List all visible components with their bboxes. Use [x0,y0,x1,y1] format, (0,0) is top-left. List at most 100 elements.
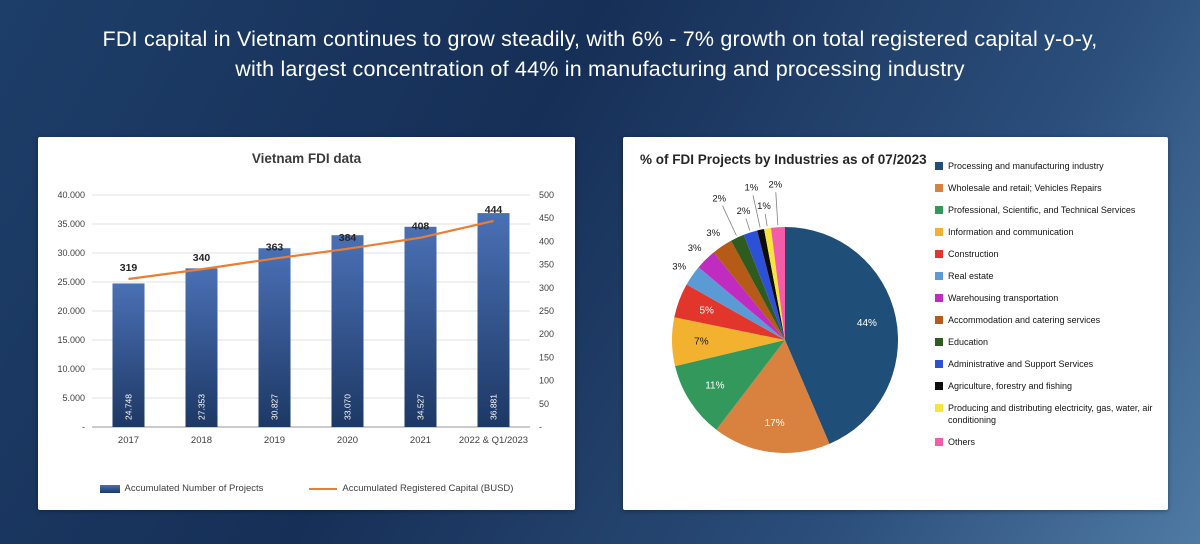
svg-text:350: 350 [539,260,554,270]
pie-legend-swatch [935,184,943,192]
svg-text:250: 250 [539,306,554,316]
pie-legend-label: Information and communication [948,227,1074,237]
svg-text:300: 300 [539,283,554,293]
svg-text:27.353: 27.353 [197,394,207,420]
pie-legend-label: Construction [948,249,999,259]
svg-text:-: - [539,422,542,432]
svg-text:30.000: 30.000 [57,248,85,258]
pie-legend-swatch [935,294,943,302]
pie-legend-swatch [935,404,943,412]
pie-legend-item: Education [935,337,1167,349]
svg-text:2%: 2% [768,179,782,190]
pie-legend-swatch [935,360,943,368]
pie-legend-label: Others [948,436,976,447]
slide-title-line2: with largest concentration of 44% in man… [235,57,965,81]
svg-text:400: 400 [539,236,554,246]
svg-text:3%: 3% [688,243,702,254]
bar-series-swatch [99,484,120,493]
svg-text:2021: 2021 [410,435,431,446]
pie-legend-swatch [935,437,943,446]
pie-chart-title: % of FDI Projects by Industries as of 07… [640,152,927,167]
svg-text:5.000: 5.000 [62,393,85,403]
bar-series-label: Accumulated Number of Projects [124,483,264,494]
combo-chart: 40.000 35.000 30.000 25.000 20.000 15.000 10.0… [57,190,554,446]
svg-text:444: 444 [485,204,503,216]
pie-legend-item: Real estate [935,271,1167,283]
svg-text:30.827: 30.827 [270,394,280,420]
pie-chart-legend: Processing and manufacturing industry Who… [935,161,1167,448]
svg-text:450: 450 [539,213,554,223]
svg-text:33.070: 33.070 [343,394,353,420]
pie-chart: 44%17%11%7%5%3%3%3%2%2%1%1%2% [671,179,899,454]
svg-text:2020: 2020 [337,435,358,446]
legend-item-capital: Accumulated Registered Capital (BUSD) [309,483,513,494]
pie-legend-swatch [935,250,943,258]
svg-text:2%: 2% [737,206,751,217]
pie-legend-label: Agriculture, forestry and fishing [948,381,1073,391]
pie-legend-label: Real estate [948,271,994,281]
svg-text:1%: 1% [757,201,771,212]
svg-text:200: 200 [539,329,554,339]
pie-legend-item: Warehousing transportation [935,293,1167,305]
pie-legend-item: Administrative and Support Services [935,359,1167,371]
pie-legend-item: Construction [935,249,1167,261]
svg-text:100: 100 [539,376,554,386]
svg-text:500: 500 [539,190,554,200]
svg-text:20.000: 20.000 [57,306,85,316]
pie-legend-swatch [935,272,943,280]
svg-text:50: 50 [539,399,549,409]
pie-legend-item: Information and communication [935,227,1167,239]
svg-text:11%: 11% [705,381,724,392]
svg-text:408: 408 [412,221,430,233]
svg-text:3%: 3% [672,262,686,273]
pie-chart-card: % of FDI Projects by Industries as of 07… [623,137,1168,510]
svg-text:10.000: 10.000 [57,364,85,374]
slide-title: FDI capital in Vietnam continues to grow… [0,24,1200,84]
svg-text:2022 & Q1/2023: 2022 & Q1/2023 [459,435,528,446]
svg-text:15.000: 15.000 [57,335,85,345]
combo-chart-legend: Accumulated Number of Projects Accumulat… [38,483,575,494]
svg-text:17%: 17% [765,418,785,429]
slide-title-line1: FDI capital in Vietnam continues to grow… [102,27,1098,51]
pie-legend-item: Accommodation and catering services [935,315,1167,327]
legend-item-projects: Accumulated Number of Projects [99,483,264,494]
svg-text:3%: 3% [706,228,720,239]
pie-legend-swatch [935,162,943,170]
pie-legend-swatch [935,382,943,390]
pie-legend-item: Others [935,437,1167,449]
pie-legend-label: Wholesale and retail; Vehicles Repairs [948,183,1102,193]
pie-legend-item: Wholesale and retail; Vehicles Repairs [935,183,1167,195]
svg-text:35.000: 35.000 [57,219,85,229]
pie-legend-swatch [935,228,943,236]
svg-text:2018: 2018 [191,435,212,446]
pie-legend-swatch [935,338,943,346]
pie-legend-label: Producing and distributing electricity, … [948,403,1153,425]
pie-legend-label: Accommodation and catering services [948,315,1101,325]
svg-text:5%: 5% [699,306,714,317]
svg-text:319: 319 [120,262,138,274]
svg-text:2017: 2017 [118,435,139,446]
svg-text:363: 363 [266,242,284,254]
svg-text:384: 384 [339,232,357,244]
line-series-swatch [309,487,338,490]
svg-text:40.000: 40.000 [57,190,85,200]
svg-text:2019: 2019 [264,435,285,446]
pie-legend-swatch [935,316,943,324]
svg-text:-: - [82,422,85,432]
pie-legend-swatch [935,206,943,214]
svg-text:1%: 1% [744,183,758,194]
svg-text:340: 340 [193,252,211,264]
pie-legend-label: Processing and manufacturing industry [948,161,1104,171]
svg-text:24.748: 24.748 [124,394,134,420]
pie-legend-item: Processing and manufacturing industry [935,161,1167,173]
pie-legend-label: Warehousing transportation [948,293,1059,303]
pie-legend-item: Producing and distributing electricity, … [935,403,1167,426]
svg-text:44%: 44% [857,318,877,329]
svg-text:36.881: 36.881 [489,394,499,420]
svg-text:2%: 2% [712,194,726,205]
svg-text:150: 150 [539,352,554,362]
svg-text:34.527: 34.527 [416,394,426,420]
pie-legend-label: Administrative and Support Services [948,359,1094,369]
fdi-combo-chart-card: Vietnam FDI data 40.000 35.000 30.000 25.00… [38,137,575,510]
